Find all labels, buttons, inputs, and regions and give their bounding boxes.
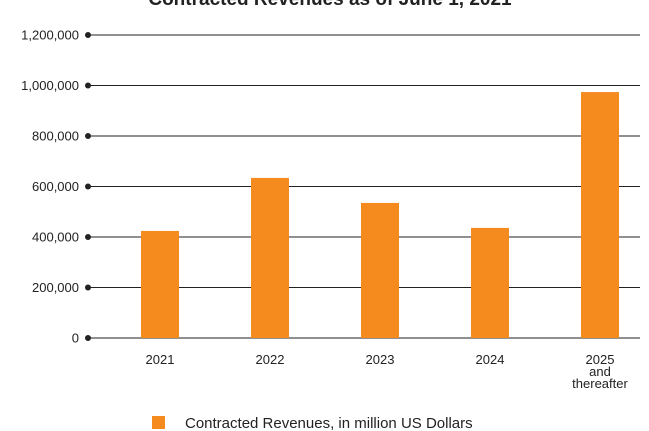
tick-dot xyxy=(85,284,91,291)
y-tick-label: 800,000 xyxy=(32,129,79,144)
bar xyxy=(251,177,289,338)
tick-dot xyxy=(85,335,91,341)
legend-swatch xyxy=(152,416,165,429)
bar xyxy=(141,230,179,338)
y-tick-label: 200,000 xyxy=(32,280,79,295)
x-tick-label: 2021 xyxy=(146,352,175,367)
x-tick-label: 2025 and thereafter xyxy=(572,352,628,391)
bar xyxy=(581,92,619,338)
x-tick-label: 2023 xyxy=(366,352,395,367)
tick-dot xyxy=(85,82,91,89)
tick-dot xyxy=(85,133,91,139)
y-tick-label: 1,000,000 xyxy=(21,78,79,93)
bar xyxy=(471,227,509,338)
y-tick-label: 0 xyxy=(72,331,79,346)
bar xyxy=(361,202,399,338)
y-tick-label: 400,000 xyxy=(32,230,79,245)
x-tick-label: 2022 xyxy=(256,352,285,367)
y-tick-label: 600,000 xyxy=(32,179,79,194)
tick-dot xyxy=(85,234,91,240)
chart-title: Contracted Revenues as of June 1, 2021 xyxy=(148,0,512,10)
y-tick-label: 1,200,000 xyxy=(21,28,79,43)
tick-dot xyxy=(85,183,91,190)
x-tick-label: 2024 xyxy=(476,352,505,367)
tick-dot xyxy=(85,32,91,38)
legend-label: Contracted Revenues, in million US Dolla… xyxy=(185,415,473,431)
